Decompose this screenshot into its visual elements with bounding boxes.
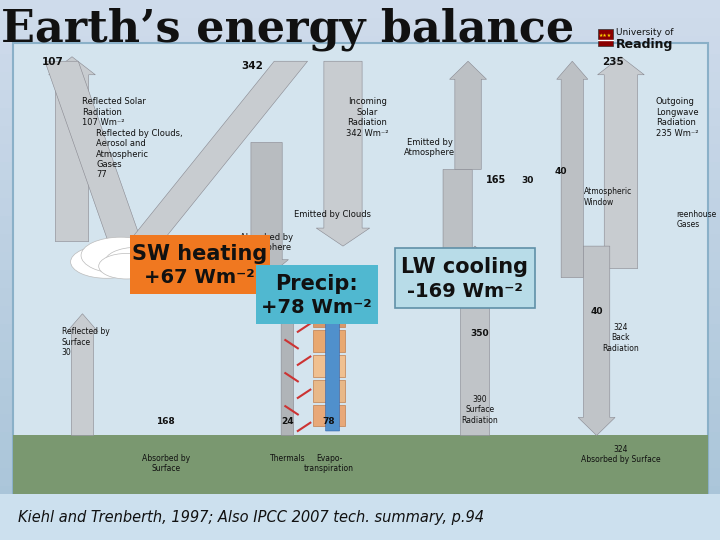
- Polygon shape: [323, 278, 342, 431]
- Bar: [0, 139, 720, 162]
- Text: SW heating: SW heating: [132, 244, 267, 264]
- Bar: [0, 228, 720, 252]
- Bar: [0, 174, 720, 198]
- Text: Absorbed by
Atmosphere: Absorbed by Atmosphere: [240, 233, 293, 252]
- Bar: [0, 31, 720, 54]
- Polygon shape: [578, 246, 615, 435]
- Bar: [0, 373, 720, 396]
- Bar: [0, 517, 720, 540]
- FancyBboxPatch shape: [256, 265, 378, 324]
- Bar: [313, 405, 345, 427]
- Bar: [0, 498, 720, 522]
- Text: Kiehl and Trenberth, 1997; Also IPCC 2007 tech. summary, p.94: Kiehl and Trenberth, 1997; Also IPCC 200…: [18, 510, 484, 524]
- Text: 390
Surface
Radiation: 390 Surface Radiation: [462, 395, 498, 424]
- FancyBboxPatch shape: [130, 235, 270, 294]
- Polygon shape: [557, 61, 588, 278]
- Bar: [0, 494, 720, 540]
- Bar: [0, 247, 720, 270]
- Bar: [0, 193, 720, 216]
- Text: Absorbed by
Surface: Absorbed by Surface: [142, 454, 190, 473]
- Text: 324
Absorbed by Surface: 324 Absorbed by Surface: [581, 444, 661, 464]
- Polygon shape: [114, 61, 307, 260]
- Text: 350: 350: [471, 329, 489, 338]
- Bar: [0, 463, 720, 486]
- Text: reenhouse
Gases: reenhouse Gases: [677, 210, 716, 230]
- Bar: [0, 336, 720, 360]
- Polygon shape: [49, 57, 95, 241]
- Bar: [13, 43, 708, 494]
- Text: -169 Wm⁻²: -169 Wm⁻²: [407, 282, 523, 301]
- Bar: [0, 66, 720, 90]
- Bar: [13, 435, 708, 494]
- Bar: [0, 427, 720, 450]
- Text: Emitted by Clouds: Emitted by Clouds: [294, 210, 371, 219]
- Polygon shape: [449, 61, 487, 170]
- Text: Reflected by
Surface
30: Reflected by Surface 30: [62, 327, 109, 357]
- Bar: [0, 157, 720, 180]
- Polygon shape: [279, 278, 296, 435]
- Text: Incoming
Solar
Radiation
342 Wm⁻²: Incoming Solar Radiation 342 Wm⁻²: [346, 97, 389, 138]
- Bar: [313, 355, 345, 377]
- Bar: [0, 301, 720, 324]
- Polygon shape: [598, 57, 644, 269]
- Ellipse shape: [99, 253, 154, 279]
- Text: +78 Wm⁻²: +78 Wm⁻²: [261, 298, 372, 317]
- Bar: [0, 390, 720, 414]
- Bar: [0, 120, 720, 144]
- Text: 30: 30: [521, 176, 534, 185]
- Bar: [0, 103, 720, 126]
- Text: Evapo-
transpiration: Evapo- transpiration: [304, 454, 354, 473]
- Bar: [313, 306, 345, 327]
- Text: University of: University of: [616, 28, 673, 37]
- Ellipse shape: [71, 246, 142, 278]
- Text: Reflected by Clouds,
Aerosol and
Atmospheric
Gases
77: Reflected by Clouds, Aerosol and Atmosph…: [96, 129, 183, 179]
- Bar: [0, 265, 720, 288]
- Bar: [0, 85, 720, 108]
- Bar: [0, 282, 720, 306]
- Text: 168: 168: [156, 417, 175, 426]
- Bar: [313, 380, 345, 402]
- Bar: [0, 211, 720, 234]
- Text: Earth’s energy balance: Earth’s energy balance: [1, 8, 575, 51]
- Polygon shape: [245, 143, 289, 278]
- Text: Outgoing
Longwave
Radiation
235 Wm⁻²: Outgoing Longwave Radiation 235 Wm⁻²: [656, 97, 698, 138]
- Text: 24: 24: [281, 417, 294, 426]
- Text: +67 Wm⁻²: +67 Wm⁻²: [145, 268, 255, 287]
- Text: ★★★: ★★★: [599, 32, 612, 38]
- Bar: [0, 481, 720, 504]
- Bar: [0, 0, 720, 18]
- Ellipse shape: [81, 237, 161, 274]
- Polygon shape: [45, 61, 148, 260]
- Bar: [0, 49, 720, 72]
- Text: 324
Back
Radiation: 324 Back Radiation: [603, 323, 639, 353]
- Text: 165: 165: [486, 175, 506, 185]
- Polygon shape: [316, 61, 370, 246]
- Text: Thermals: Thermals: [269, 454, 305, 463]
- Text: 78: 78: [323, 417, 336, 426]
- Text: 40: 40: [590, 307, 603, 316]
- Text: Emitted by
Atmosphere: Emitted by Atmosphere: [404, 138, 456, 157]
- Bar: [0, 409, 720, 432]
- Text: Reading: Reading: [616, 38, 673, 51]
- Polygon shape: [454, 246, 495, 435]
- Bar: [0, 319, 720, 342]
- Text: 40: 40: [554, 167, 567, 176]
- Text: Precip:: Precip:: [276, 274, 358, 294]
- Polygon shape: [67, 314, 98, 435]
- FancyBboxPatch shape: [395, 248, 535, 308]
- Bar: [313, 330, 345, 352]
- Text: 342: 342: [242, 61, 264, 71]
- Text: Atmospheric
Window: Atmospheric Window: [584, 187, 632, 207]
- Text: Reflected Solar
Radiation
107 Wm⁻²: Reflected Solar Radiation 107 Wm⁻²: [82, 97, 146, 127]
- FancyBboxPatch shape: [598, 29, 613, 46]
- Bar: [0, 12, 720, 36]
- Bar: [0, 444, 720, 468]
- Polygon shape: [437, 170, 478, 291]
- Ellipse shape: [105, 247, 168, 276]
- Bar: [0, 355, 720, 378]
- Text: LW cooling: LW cooling: [401, 258, 528, 278]
- Text: 107: 107: [42, 57, 63, 67]
- Text: 235: 235: [602, 57, 624, 67]
